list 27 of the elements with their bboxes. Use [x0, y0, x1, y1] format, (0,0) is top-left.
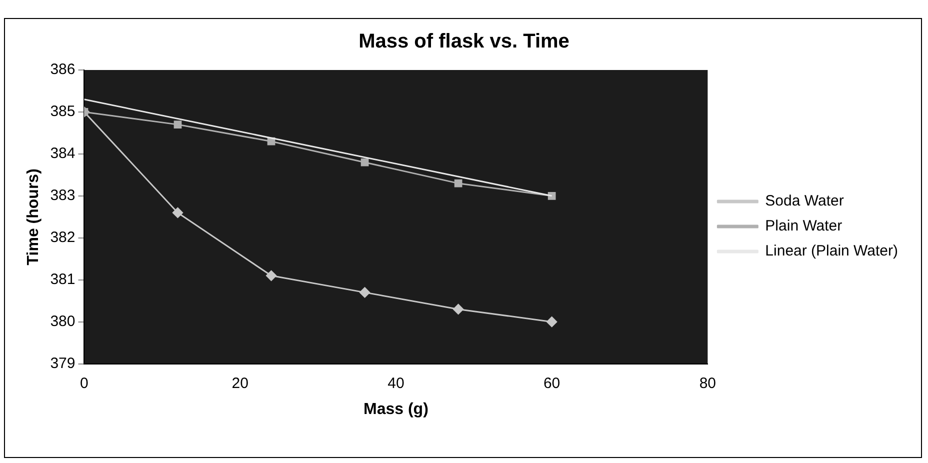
- point: [454, 179, 462, 188]
- y-tick-label: 382: [50, 229, 76, 246]
- y-tick-label: 386: [50, 61, 76, 78]
- point: [174, 120, 182, 128]
- y-tick-label: 384: [50, 145, 76, 162]
- y-tick-label: 383: [50, 187, 76, 204]
- point: [546, 316, 558, 328]
- point: [453, 304, 464, 314]
- x-axis-title: Mass (g): [364, 400, 428, 418]
- legend-label: Plain Water: [765, 218, 842, 235]
- x-tick-label: 80: [699, 374, 716, 392]
- y-tick-label: 379: [50, 354, 76, 372]
- x-tick-label: 20: [232, 374, 248, 392]
- x-tick-label: 0: [80, 374, 88, 392]
- legend-label: Soda Water: [765, 192, 844, 210]
- point: [360, 287, 370, 298]
- point: [360, 158, 369, 166]
- y-tick-label: 385: [50, 103, 76, 120]
- x-tick-label: 40: [388, 374, 404, 392]
- x-tick-label: 60: [543, 374, 560, 392]
- chart-title: Mass of flask vs. Time: [358, 30, 570, 53]
- y-axis-title: Time (hours): [25, 168, 42, 266]
- point: [172, 207, 183, 218]
- point: [266, 270, 277, 281]
- y-tick-label: 380: [50, 312, 76, 330]
- y-tick-label: 381: [50, 271, 76, 288]
- legend-label: Linear (Plain Water): [765, 242, 898, 260]
